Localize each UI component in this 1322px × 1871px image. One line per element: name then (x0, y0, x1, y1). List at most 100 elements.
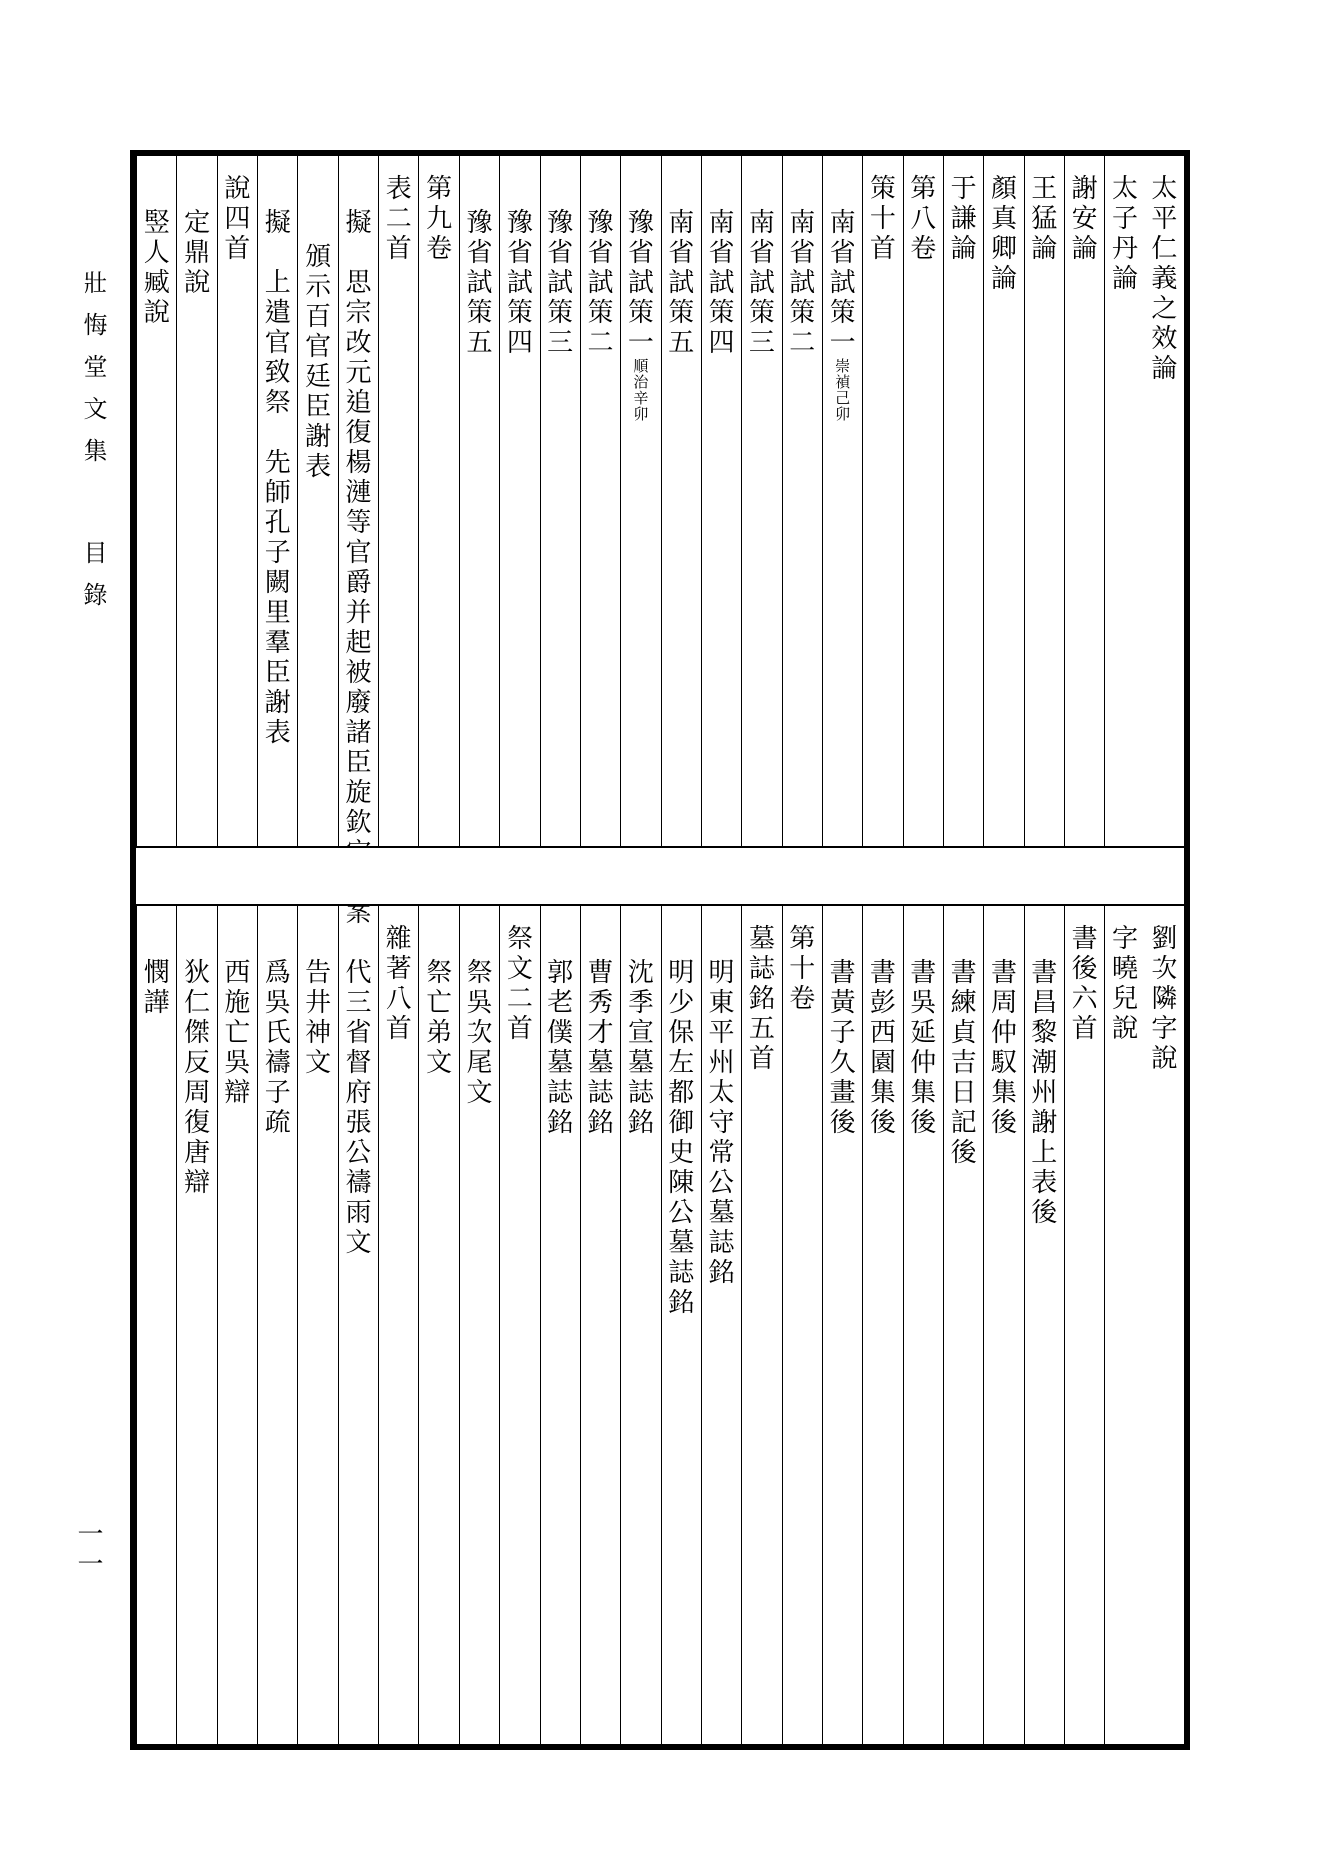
toc-entry-lower: 書昌黎潮州謝上表後 (1026, 924, 1063, 1746)
column-upper: 擬 上遣官致祭 先師孔子闕里羣臣謝表 (258, 156, 297, 846)
column-upper: 豫省試策三 (541, 156, 580, 846)
toc-entry-upper: 擬 上遣官致祭 先師孔子闕里羣臣謝表 (259, 174, 296, 846)
margin-book-title: 壯悔堂文集 (78, 270, 113, 480)
column-upper: 南省試策二 (783, 156, 822, 846)
column-lower: 狄仁傑反周復唐辯 (177, 906, 216, 1746)
toc-entry-lower: 狄仁傑反周復唐辯 (179, 924, 216, 1746)
column-upper: 于謙論 (944, 156, 983, 846)
column-lower: 沈季宣墓誌銘 (621, 906, 660, 1746)
toc-entry-lower: 祭吳次尾文 (461, 924, 498, 1746)
toc-entry-lower: 曹秀才墓誌銘 (582, 924, 619, 1746)
column-lower: 代三省督府張公禱雨文 (339, 906, 378, 1746)
column-upper: 太平仁義之效論 (1145, 156, 1184, 846)
toc-entry-lower: 書彭西園集後 (864, 924, 901, 1746)
column-upper: 南省試策一崇禎己卯 (823, 156, 862, 846)
column-lower: 雜著八首 (379, 906, 418, 1746)
toc-entry-lower: 字曉兒說 (1106, 924, 1143, 1746)
column: 于謙論書練貞吉日記後 (943, 156, 983, 1744)
column: 豫省試策二曹秀才墓誌銘 (580, 156, 620, 1744)
column-upper: 太子丹論 (1105, 156, 1144, 846)
toc-entry-lower: 書周仲馭集後 (985, 924, 1022, 1746)
toc-entry-lower: 郭老僕墓誌銘 (542, 924, 579, 1746)
toc-entry-upper: 竪人臧說 (138, 174, 175, 846)
center-fold-line (136, 846, 1184, 906)
toc-entry-lower: 雜著八首 (380, 924, 417, 1746)
column: 謝安論書後六首 (1064, 156, 1104, 1744)
column-lower: 書吳延仲集後 (904, 906, 943, 1746)
toc-entry-lower: 祭亡弟文 (421, 924, 458, 1746)
toc-entry-lower: 憫譁 (138, 924, 175, 1746)
column-lower: 明少保左都御史陳公墓誌銘 (662, 906, 701, 1746)
column-upper: 策十首 (863, 156, 902, 846)
column-upper: 南省試策三 (742, 156, 781, 846)
column: 說四首西施亡吳辯 (217, 156, 257, 1744)
column: 豫省試策三郭老僕墓誌銘 (540, 156, 580, 1744)
toc-entry-upper: 謝安論 (1066, 174, 1103, 846)
toc-entry-upper: 豫省試策一順治辛卯 (622, 174, 659, 846)
column-upper: 顏真卿論 (984, 156, 1023, 846)
column-lower: 明東平州太守常公墓誌銘 (702, 906, 741, 1746)
toc-entry-upper: 表二首 (380, 174, 417, 846)
column: 太子丹論字曉兒說 (1104, 156, 1144, 1744)
column-upper: 豫省試策一順治辛卯 (621, 156, 660, 846)
column-lower: 書周仲馭集後 (984, 906, 1023, 1746)
column: 第九卷祭亡弟文 (418, 156, 458, 1744)
margin-section-title: 目錄 (78, 540, 113, 624)
toc-entry-upper: 南省試策三 (743, 174, 780, 846)
toc-entry-upper: 顏真卿論 (985, 174, 1022, 846)
toc-entry-upper: 于謙論 (945, 174, 982, 846)
column-lower: 墓誌銘五首 (742, 906, 781, 1746)
column-upper: 豫省試策二 (581, 156, 620, 846)
column-upper: 第八卷 (904, 156, 943, 846)
toc-entry-lower: 明少保左都御史陳公墓誌銘 (663, 924, 700, 1746)
toc-entry-upper: 第九卷 (421, 174, 458, 846)
column-upper: 王猛論 (1025, 156, 1064, 846)
column: 豫省試策四祭文二首 (499, 156, 539, 1744)
toc-entry-upper: 策十首 (864, 174, 901, 846)
toc-annotation: 順治辛卯 (630, 358, 651, 422)
column-lower: 曹秀才墓誌銘 (581, 906, 620, 1746)
column-lower: 書彭西園集後 (863, 906, 902, 1746)
column-upper: 竪人臧說 (137, 156, 176, 846)
column: 豫省試策一順治辛卯沈季宣墓誌銘 (620, 156, 660, 1744)
column-upper: 豫省試策五 (460, 156, 499, 846)
column-upper: 南省試策五 (662, 156, 701, 846)
column-upper: 說四首 (218, 156, 257, 846)
toc-entry-upper: 頒示百官廷臣謝表 (300, 174, 337, 846)
column-lower: 書黃子久畫後 (823, 906, 862, 1746)
column-lower: 西施亡吳辯 (218, 906, 257, 1746)
toc-entry-lower: 書黃子久畫後 (824, 924, 861, 1746)
column: 擬 思宗改元追復楊漣等官爵并起被廢諸臣旋欽定逆案代三省督府張公禱雨文 (338, 156, 378, 1744)
toc-entry-upper: 南省試策一崇禎己卯 (824, 174, 861, 846)
toc-entry-upper: 南省試策二 (784, 174, 821, 846)
toc-entry-lower: 祭文二首 (501, 924, 538, 1746)
toc-entry-upper: 王猛論 (1026, 174, 1063, 846)
column: 頒示百官廷臣謝表告井神文 (297, 156, 337, 1744)
column-upper: 定鼎說 (177, 156, 216, 846)
column-upper: 表二首 (379, 156, 418, 846)
toc-entry-lower: 明東平州太守常公墓誌銘 (703, 924, 740, 1746)
column: 策十首書彭西園集後 (862, 156, 902, 1744)
column-lower: 憫譁 (137, 906, 176, 1746)
column: 擬 上遣官致祭 先師孔子闕里羣臣謝表爲吳氏禱子疏 (257, 156, 297, 1744)
toc-entry-upper: 定鼎說 (179, 174, 216, 846)
column-upper: 頒示百官廷臣謝表 (298, 156, 337, 846)
column-lower: 爲吳氏禱子疏 (258, 906, 297, 1746)
toc-entry-lower: 書吳延仲集後 (905, 924, 942, 1746)
column-lower: 書練貞吉日記後 (944, 906, 983, 1746)
column-lower: 祭亡弟文 (419, 906, 458, 1746)
toc-entry-upper: 太子丹論 (1106, 174, 1143, 846)
toc-entry-upper: 太平仁義之效論 (1146, 174, 1183, 846)
column-lower: 祭文二首 (500, 906, 539, 1746)
column: 王猛論書昌黎潮州謝上表後 (1024, 156, 1064, 1744)
column-upper: 南省試策四 (702, 156, 741, 846)
column: 太平仁義之效論劉次隣字說 (1145, 156, 1184, 1744)
toc-entry-upper: 豫省試策二 (582, 174, 619, 846)
toc-entry-upper: 第八卷 (905, 174, 942, 846)
column-upper: 擬 思宗改元追復楊漣等官爵并起被廢諸臣旋欽定逆案 (339, 156, 378, 846)
column: 豫省試策五祭吳次尾文 (459, 156, 499, 1744)
toc-entry-upper: 擬 思宗改元追復楊漣等官爵并起被廢諸臣旋欽定逆案 (340, 174, 377, 846)
toc-entry-upper: 南省試策四 (703, 174, 740, 846)
toc-entry-lower: 沈季宣墓誌銘 (622, 924, 659, 1746)
toc-annotation: 崇禎己卯 (832, 358, 853, 422)
